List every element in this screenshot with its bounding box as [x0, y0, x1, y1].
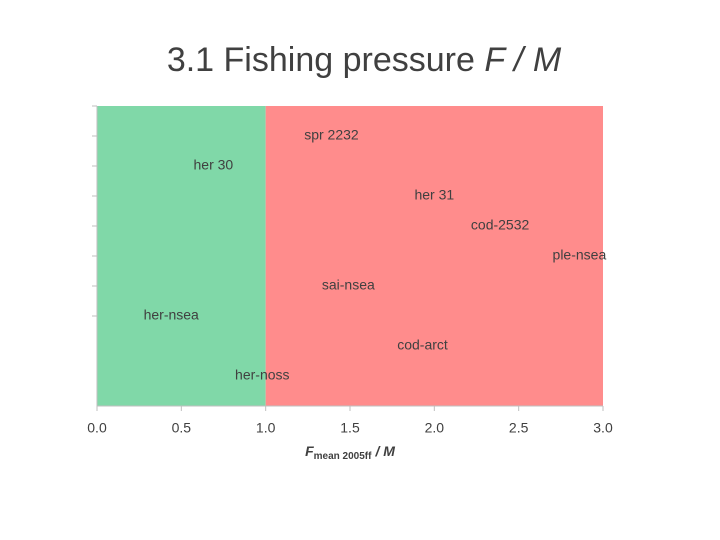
title-italic: F / M	[484, 41, 561, 79]
stock-label: her-noss	[235, 367, 289, 383]
slide-title: 3.1 Fishing pressure F / M	[167, 41, 562, 79]
stock-label: her 30	[194, 157, 234, 173]
x-label-main: F	[305, 443, 314, 459]
region	[265, 106, 603, 406]
x-tick-label: 0.0	[87, 420, 107, 436]
x-tick-label: 1.0	[256, 420, 276, 436]
plot: 0.0 0.5 1.0 1.5 2.0 2.5 3.0 spr 2232 her 30 her 3…	[87, 105, 613, 436]
stock-label: ple-nsea	[553, 247, 607, 263]
stock-label: cod-arct	[397, 337, 448, 353]
stock-label: cod-2532	[471, 217, 530, 233]
stock-label: her 31	[414, 187, 454, 203]
x-tick-label: 2.5	[509, 420, 529, 436]
x-axis-label: Fmean 2005ff / M	[305, 443, 395, 462]
x-tick-label: 2.0	[425, 420, 445, 436]
x-tick-label: 0.5	[172, 420, 192, 436]
title-text: 3.1 Fishing pressure	[167, 41, 475, 79]
stock-label: spr 2232	[304, 127, 359, 143]
x-label-sub: mean 2005ff	[314, 451, 372, 462]
stock-label: sai-nsea	[322, 277, 375, 293]
region	[97, 106, 266, 406]
stock-label: her-nsea	[144, 307, 199, 323]
x-label-tail: / M	[374, 443, 395, 459]
x-tick-label: 3.0	[593, 420, 613, 436]
x-tick-label: 1.5	[340, 420, 360, 436]
